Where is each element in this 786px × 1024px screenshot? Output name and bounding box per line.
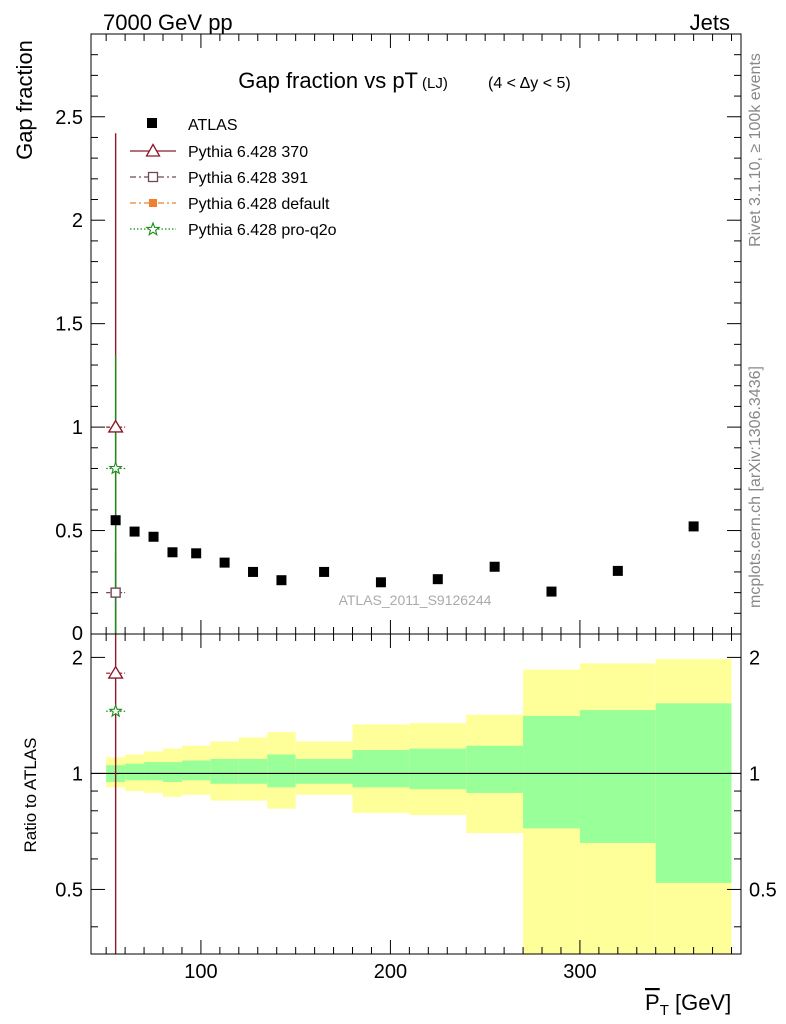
y-tick-label-ratio-right: 0.5 xyxy=(749,879,777,901)
main-axes: 0.5 1 1.5 2 2.5 0 xyxy=(55,33,741,645)
ratio-band-inner xyxy=(466,745,524,793)
ratio-band-inner xyxy=(238,758,268,784)
x-tick-label: 200 xyxy=(374,961,407,983)
watermark: ATLAS_2011_S9126244 xyxy=(339,592,492,608)
data-point-atlas xyxy=(612,565,623,576)
legend-label-atlas: ATLAS xyxy=(188,117,238,134)
mcplots-label: mcplots.cern.ch [arXiv:1306.3436] xyxy=(747,366,764,608)
data-point-atlas xyxy=(489,561,500,572)
legend-entry-pythia-391: Pythia 6.428 391 xyxy=(130,170,308,187)
y-tick-label-main: 2.5 xyxy=(55,107,83,129)
y-axis-label-main: Gap fraction xyxy=(12,40,37,160)
x-tick-label: 300 xyxy=(563,961,596,983)
process-label: Jets xyxy=(690,10,730,35)
data-point-pythia-proq2o xyxy=(108,460,123,475)
y-tick-label-ratio-right: 2 xyxy=(749,647,760,669)
data-point-atlas xyxy=(167,547,178,558)
data-point-atlas xyxy=(219,557,230,568)
legend-marker-pythia-370 xyxy=(145,143,161,157)
x-axis-title-main: P xyxy=(645,990,660,1015)
ratio-band-inner xyxy=(352,750,410,788)
data-point-atlas xyxy=(129,526,140,537)
ratio-band-inner xyxy=(579,710,656,843)
data-point-atlas xyxy=(546,586,557,597)
legend-label-pythia-default: Pythia 6.428 default xyxy=(188,196,330,213)
y-tick-label-ratio: 2 xyxy=(72,647,83,669)
y-tick-label-main: 0.5 xyxy=(55,521,83,543)
ratio-band-inner xyxy=(144,762,164,781)
y-tick-label-ratio: 0.5 xyxy=(55,879,83,901)
y-tick-label-main: 1 xyxy=(72,417,83,439)
data-point-pythia-370 xyxy=(107,419,124,433)
legend-marker-pythia-391 xyxy=(147,171,159,183)
ratio-band-inner xyxy=(267,754,296,788)
ratio-panel-frame xyxy=(90,633,742,955)
plot-title-cut: (4 < Δy < 5) xyxy=(488,75,571,92)
x-axis-title-unit: [GeV] xyxy=(669,990,731,1015)
rivet-label: Rivet 3.1.10, ≥ 100k events xyxy=(747,53,764,247)
legend-entry-pythia-default: Pythia 6.428 default xyxy=(130,196,330,213)
ratio-band-inner xyxy=(409,748,467,790)
ratio-axes: 100 200 300 0.5 0.5 1 1 2 2 xyxy=(55,634,777,983)
data-point-atlas xyxy=(688,521,699,532)
legend-entry-atlas: ATLAS xyxy=(147,117,238,134)
y-tick-label-main-zero: 0 xyxy=(72,623,83,645)
legend-label-pythia-proq2o: Pythia 6.428 pro-q2o xyxy=(188,222,337,239)
x-axis-title-sub: T xyxy=(660,1002,669,1019)
data-point-atlas xyxy=(148,531,159,542)
x-axis-title: PT [GeV] xyxy=(645,990,731,1019)
ratio-point-pythia-proq2o xyxy=(108,703,123,718)
data-point-atlas xyxy=(375,577,386,588)
plot-title-sub: (LJ) xyxy=(422,75,448,92)
ratio-band-inner xyxy=(295,758,353,784)
legend: ATLAS Pythia 6.428 370 Pythia 6.428 391 … xyxy=(130,117,337,239)
legend-marker-pythia-proq2o xyxy=(145,221,161,236)
x-tick-label: 100 xyxy=(184,961,217,983)
ratio-band-inner xyxy=(125,763,145,781)
y-axis-label-ratio: Ratio to ATLAS xyxy=(21,738,40,853)
ratio-band-inner xyxy=(181,760,211,781)
ratio-plot-marks xyxy=(91,634,741,954)
legend-label-pythia-370: Pythia 6.428 370 xyxy=(188,144,308,161)
main-plot-marks xyxy=(106,133,699,634)
data-point-atlas xyxy=(276,575,287,586)
y-tick-label-ratio: 1 xyxy=(72,763,83,785)
data-point-atlas xyxy=(191,548,202,559)
ratio-band-inner xyxy=(163,762,182,783)
main-panel: 0.5 1 1.5 2 2.5 0 ATLAS_2011_S9126244 Gap fra… xyxy=(55,33,742,645)
y-tick-label-main: 1.5 xyxy=(55,314,83,336)
ratio-band-inner xyxy=(210,758,239,784)
legend-entry-pythia-proq2o: Pythia 6.428 pro-q2o xyxy=(130,221,337,239)
y-tick-label-ratio-right: 1 xyxy=(749,763,760,785)
y-tick-label-main: 2 xyxy=(72,210,83,232)
legend-marker-pythia-default xyxy=(149,199,157,207)
data-point-pythia-391 xyxy=(110,587,121,598)
ratio-panel: 100 200 300 0.5 0.5 1 1 2 2 xyxy=(55,633,777,983)
data-point-atlas xyxy=(110,515,121,526)
legend-label-pythia-391: Pythia 6.428 391 xyxy=(188,170,308,187)
legend-entry-pythia-370: Pythia 6.428 370 xyxy=(130,143,308,161)
data-point-atlas xyxy=(319,566,330,577)
legend-marker-atlas xyxy=(147,118,157,128)
ratio-band-inner xyxy=(655,703,732,883)
plot-title-text: Gap fraction vs pT xyxy=(238,68,418,93)
plot-title: Gap fraction vs pT xyxy=(238,68,418,93)
ratio-point-pythia-370 xyxy=(107,665,124,679)
ratio-band-inner xyxy=(523,715,580,829)
data-point-atlas xyxy=(432,574,443,585)
energy-label: 7000 GeV pp xyxy=(103,10,233,35)
data-point-atlas xyxy=(248,566,259,577)
